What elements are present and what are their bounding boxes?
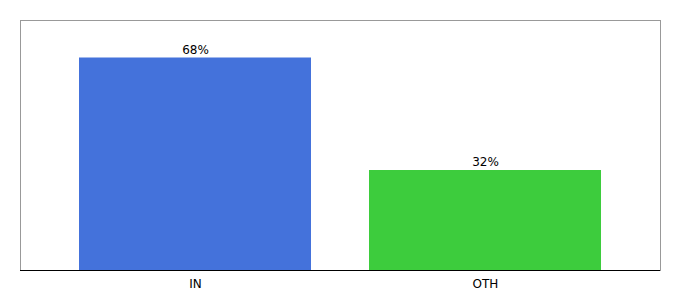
svg-text:68%: 68% bbox=[182, 43, 209, 57]
svg-text:OTH: OTH bbox=[473, 277, 499, 291]
svg-text:32%: 32% bbox=[472, 155, 499, 169]
svg-text:IN: IN bbox=[189, 277, 202, 291]
